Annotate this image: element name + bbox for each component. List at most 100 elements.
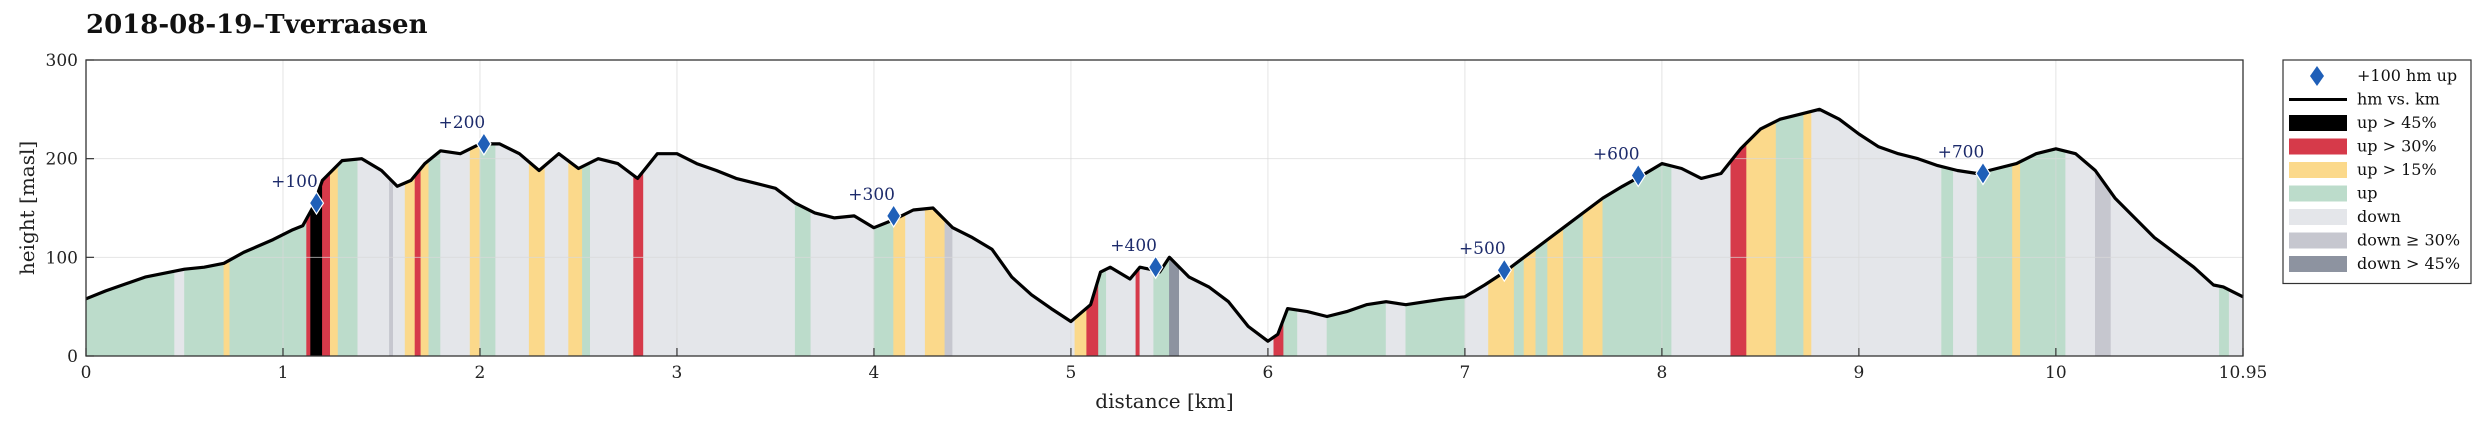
x-tick-label: 3 — [672, 363, 683, 383]
profile-line — [85, 107, 2244, 343]
band-down — [810, 210, 875, 357]
legend-label: down ≥ 30% — [2357, 231, 2460, 250]
milestone-label: +200 — [439, 113, 486, 133]
axes: 0 1 2 3 4 5 6 7 8 9 10 10.95 0 100 200 300 distance [km]… — [15, 51, 2267, 413]
y-tick-label: 200 — [46, 150, 78, 170]
legend-swatch-down-gt-45 — [2289, 256, 2347, 272]
y-tick-label: 100 — [46, 248, 78, 268]
band-up-gt-15 — [404, 174, 416, 357]
legend-swatch-marker — [2310, 66, 2324, 86]
band-up-gt-15 — [893, 213, 906, 357]
legend: +100 hm up hm vs. km up > 45% up > 30% up > … — [2282, 59, 2472, 285]
band-up — [794, 202, 812, 357]
band-up — [582, 162, 591, 357]
band-down-ge-30 — [389, 177, 394, 357]
legend-swatch-up — [2289, 185, 2347, 202]
milestone-label: +500 — [1459, 239, 1506, 259]
band-down — [440, 148, 471, 357]
band-up-gt-15 — [223, 259, 231, 357]
band-up — [229, 218, 307, 357]
band-up — [479, 143, 497, 357]
milestone-marker — [1975, 161, 1991, 186]
milestone-label: +700 — [1938, 142, 1985, 162]
band-down-ge-30 — [2095, 169, 2112, 357]
band-down — [1106, 266, 1137, 357]
band-down — [905, 208, 926, 357]
band-up-gt-15 — [1746, 120, 1777, 357]
band-up — [1513, 256, 1525, 357]
milestone-marker — [308, 190, 325, 216]
band-up-gt-15 — [1582, 197, 1604, 357]
x-tick-label: 10.95 — [2219, 363, 2268, 383]
milestone-marker — [885, 203, 902, 229]
band-up-gt-15 — [528, 161, 546, 357]
milestone-marker — [1147, 255, 1164, 280]
x-tick-label: 8 — [1656, 363, 1667, 383]
band-up — [1098, 268, 1107, 357]
legend-label: up > 45% — [2357, 113, 2437, 132]
legend-label: down > 45% — [2357, 254, 2460, 273]
legend-swatch-up-gt-15 — [2289, 162, 2347, 178]
band-up-gt-30 — [633, 170, 644, 357]
x-tick-label: 1 — [278, 363, 289, 383]
legend-label: hm vs. km — [2357, 90, 2440, 109]
band-up-gt-15 — [1803, 110, 1812, 357]
band-down-ge-30 — [944, 219, 954, 357]
band-up — [1775, 112, 1804, 357]
y-tick-label: 300 — [46, 51, 78, 71]
band-up-gt-30 — [414, 167, 422, 357]
band-down — [1139, 266, 1154, 357]
legend-label: +100 hm up — [2357, 66, 2457, 85]
band-up-gt-30 — [1730, 142, 1747, 357]
profile-line-group — [85, 107, 2244, 343]
chart-title: 2018-08-19–Tverraasen — [86, 10, 428, 40]
x-tick-label: 10 — [2045, 363, 2067, 383]
band-up — [428, 150, 441, 357]
legend-swatch-up-gt-30 — [2289, 138, 2347, 155]
band-up — [1563, 212, 1584, 357]
gradient-bands — [85, 108, 2244, 357]
band-up-gt-30 — [322, 171, 331, 357]
band-up — [873, 219, 894, 357]
band-up — [184, 262, 225, 357]
band-up-gt-15 — [1547, 227, 1564, 357]
band-up-gt-15 — [329, 163, 339, 357]
band-down — [2065, 150, 2096, 357]
band-up-gt-30 — [1086, 278, 1099, 357]
band-up — [2020, 148, 2066, 357]
legend-label: down — [2357, 207, 2401, 226]
legend-swatch-up-gt-45 — [2289, 115, 2347, 131]
legend-swatch-down-ge-30 — [2289, 232, 2347, 249]
band-up-gt-15 — [568, 160, 583, 357]
milestone-label: +600 — [1593, 144, 1640, 164]
milestone-marker — [476, 131, 492, 156]
band-down — [544, 153, 569, 357]
band-up — [1941, 166, 1954, 357]
band-down — [495, 143, 530, 357]
legend-label: up > 30% — [2357, 137, 2437, 156]
x-tick-label: 9 — [1853, 363, 1864, 383]
plot-frame — [85, 59, 2244, 357]
band-down — [1385, 301, 1407, 357]
band-down — [643, 153, 796, 357]
milestone-markers: +100 +200 +300 +400 +500 +600 +700 — [271, 113, 1991, 283]
x-tick-label: 4 — [869, 363, 880, 383]
milestone-label: +300 — [848, 185, 895, 205]
milestone-label: +100 — [271, 172, 318, 192]
legend-swatch-down — [2289, 209, 2347, 225]
band-down-gt-45 — [1169, 256, 1180, 357]
band-up-gt-15 — [469, 143, 481, 357]
band-up-gt-15 — [420, 159, 430, 357]
x-tick-label: 6 — [1263, 363, 1274, 383]
band-down — [952, 227, 1076, 357]
legend-label: up — [2357, 184, 2378, 203]
legend-label: up > 15% — [2357, 160, 2437, 179]
band-up-gt-30 — [306, 210, 311, 357]
y-axis-label: height [masl] — [15, 141, 39, 275]
x-axis-label: distance [km] — [1095, 389, 1233, 413]
band-up-gt-15 — [924, 207, 946, 357]
band-down — [1671, 160, 1732, 357]
band-down — [392, 181, 406, 357]
x-tick-label: 7 — [1459, 363, 1470, 383]
